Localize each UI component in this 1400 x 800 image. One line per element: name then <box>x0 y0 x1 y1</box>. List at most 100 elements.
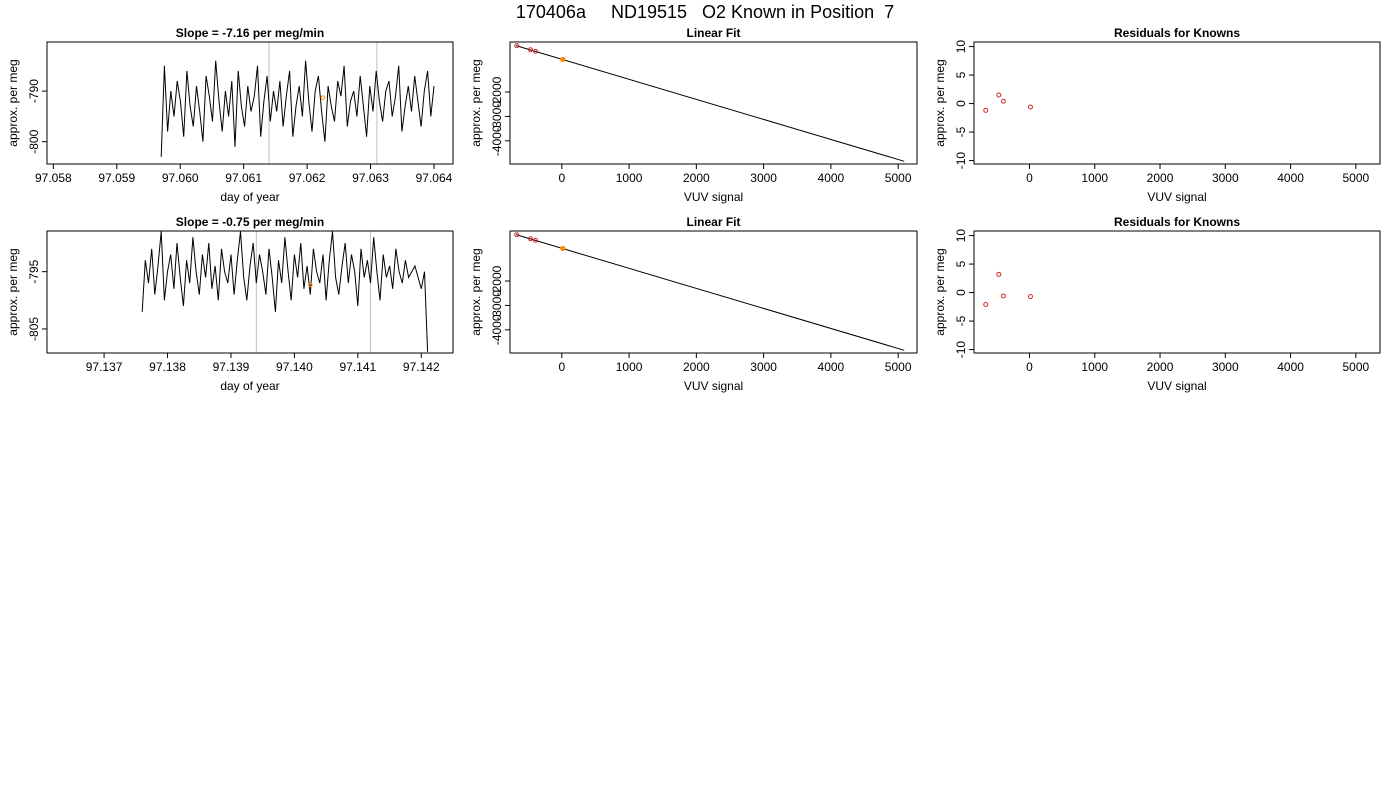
x-tick-label: 97.139 <box>213 360 250 374</box>
data-point <box>533 48 539 54</box>
fit-1-panel: Linear Fit 0 1000 2000 3000 4000 5000 -2000-300… <box>469 26 918 204</box>
y-tick-label: 10 <box>954 229 968 243</box>
x-tick-label: 2000 <box>1147 171 1174 185</box>
y-tick-label: -5 <box>954 126 968 137</box>
series-line <box>141 231 429 352</box>
x-tick-label: 5000 <box>1342 360 1369 374</box>
resid-2-panel: Residuals for Knowns 0 1000 2000 3000 4000 500… <box>933 215 1381 393</box>
x-tick-label: 0 <box>558 360 565 374</box>
chart-title: Residuals for Knowns <box>1114 26 1240 40</box>
y-axis-label: approx. per meg <box>6 59 20 146</box>
resid-2-data <box>983 271 1033 308</box>
y-axis-label: approx. per meg <box>469 59 483 146</box>
data-point <box>514 232 520 238</box>
y-tick-label: -2000 <box>490 265 504 296</box>
y-tick-label: -4000 <box>490 314 504 345</box>
series-line <box>160 60 435 157</box>
x-tick-label: 5000 <box>1342 171 1369 185</box>
x-axis-label: VUV signal <box>684 379 743 393</box>
x-tick-label: 0 <box>558 171 565 185</box>
y-tick-label: -795 <box>27 259 41 283</box>
y-tick-label: -10 <box>954 341 968 359</box>
x-tick-label: 5000 <box>885 171 912 185</box>
fit-2-panel: Linear Fit 0 1000 2000 3000 4000 5000 -2000-300… <box>469 215 918 393</box>
x-axis-label: day of year <box>220 379 279 393</box>
x-tick-label: 3000 <box>750 360 777 374</box>
x-tick-label: 2000 <box>683 360 710 374</box>
y-tick-label: 5 <box>954 71 968 78</box>
data-point <box>1027 294 1033 300</box>
x-tick-label: 97.140 <box>276 360 313 374</box>
plot-frame <box>973 230 1381 354</box>
x-axis-label: VUV signal <box>1147 190 1206 204</box>
y-axis-label: approx. per meg <box>469 248 483 335</box>
plot-frame <box>509 230 918 354</box>
x-tick-label: 4000 <box>1277 360 1304 374</box>
y-tick-label: -3000 <box>490 290 504 321</box>
trace-2-panel: Slope = -0.75 per meg/min 97.137 97.138 97.… <box>6 215 454 393</box>
x-tick-label: 1000 <box>616 171 643 185</box>
data-point <box>996 271 1002 277</box>
x-tick-label: 97.058 <box>35 171 72 185</box>
x-tick-label: 97.138 <box>149 360 186 374</box>
x-tick-label: 1000 <box>1081 171 1108 185</box>
x-tick-label: 3000 <box>1212 171 1239 185</box>
data-point <box>533 237 539 243</box>
y-axis-label: approx. per meg <box>933 59 947 146</box>
y-tick-label: -10 <box>954 152 968 170</box>
x-tick-label: 4000 <box>1277 171 1304 185</box>
y-tick-label: -805 <box>27 317 41 341</box>
fit-1-data <box>514 43 905 162</box>
highlight-point <box>560 56 566 62</box>
x-tick-label: 97.137 <box>86 360 123 374</box>
y-tick-label: 0 <box>954 100 968 107</box>
x-tick-label: 97.063 <box>352 171 389 185</box>
x-tick-label: 2000 <box>1147 360 1174 374</box>
data-point <box>983 107 989 113</box>
data-point <box>528 236 534 242</box>
x-tick-label: 4000 <box>818 171 845 185</box>
y-tick-label: -3000 <box>490 101 504 132</box>
x-tick-label: 97.142 <box>403 360 440 374</box>
x-axis-label: VUV signal <box>684 190 743 204</box>
y-axis-label: approx. per meg <box>6 248 20 335</box>
chart-title: Residuals for Knowns <box>1114 215 1240 229</box>
data-point <box>1027 104 1033 110</box>
data-point <box>996 92 1002 98</box>
x-axis-label: VUV signal <box>1147 379 1206 393</box>
y-tick-label: -2000 <box>490 76 504 107</box>
plot-frame <box>509 41 918 165</box>
x-tick-label: 5000 <box>885 360 912 374</box>
trace-1-panel: Slope = -7.16 per meg/min 97.058 97.059 97.… <box>6 26 454 204</box>
y-axis-label: approx. per meg <box>933 248 947 335</box>
x-tick-label: 3000 <box>750 171 777 185</box>
x-tick-label: 0 <box>1026 360 1033 374</box>
chart-title: Linear Fit <box>686 215 740 229</box>
data-point <box>1000 293 1006 299</box>
resid-1-data <box>983 92 1033 113</box>
x-tick-label: 3000 <box>1212 360 1239 374</box>
x-tick-label: 1000 <box>1081 360 1108 374</box>
plot-frame <box>46 41 454 165</box>
resid-1-panel: Residuals for Knowns 0 1000 2000 3000 4000 500… <box>933 26 1381 204</box>
data-point <box>1000 98 1006 104</box>
highlight-point <box>307 282 313 288</box>
plot-frame <box>46 230 454 354</box>
y-tick-label: -5 <box>954 315 968 326</box>
plot-frame <box>973 41 1381 165</box>
x-tick-label: 97.061 <box>225 171 262 185</box>
trace-1-data <box>160 42 435 164</box>
data-point <box>514 43 520 49</box>
y-tick-label: 0 <box>954 289 968 296</box>
x-tick-label: 0 <box>1026 171 1033 185</box>
y-tick-label: -790 <box>27 79 41 103</box>
x-tick-label: 2000 <box>683 171 710 185</box>
data-point <box>528 47 534 53</box>
fit-2-data <box>514 232 905 351</box>
chart-title: Linear Fit <box>686 26 740 40</box>
trace-2-data <box>141 231 429 353</box>
x-axis-label: day of year <box>220 190 279 204</box>
x-tick-label: 97.062 <box>289 171 326 185</box>
x-tick-label: 97.064 <box>416 171 453 185</box>
